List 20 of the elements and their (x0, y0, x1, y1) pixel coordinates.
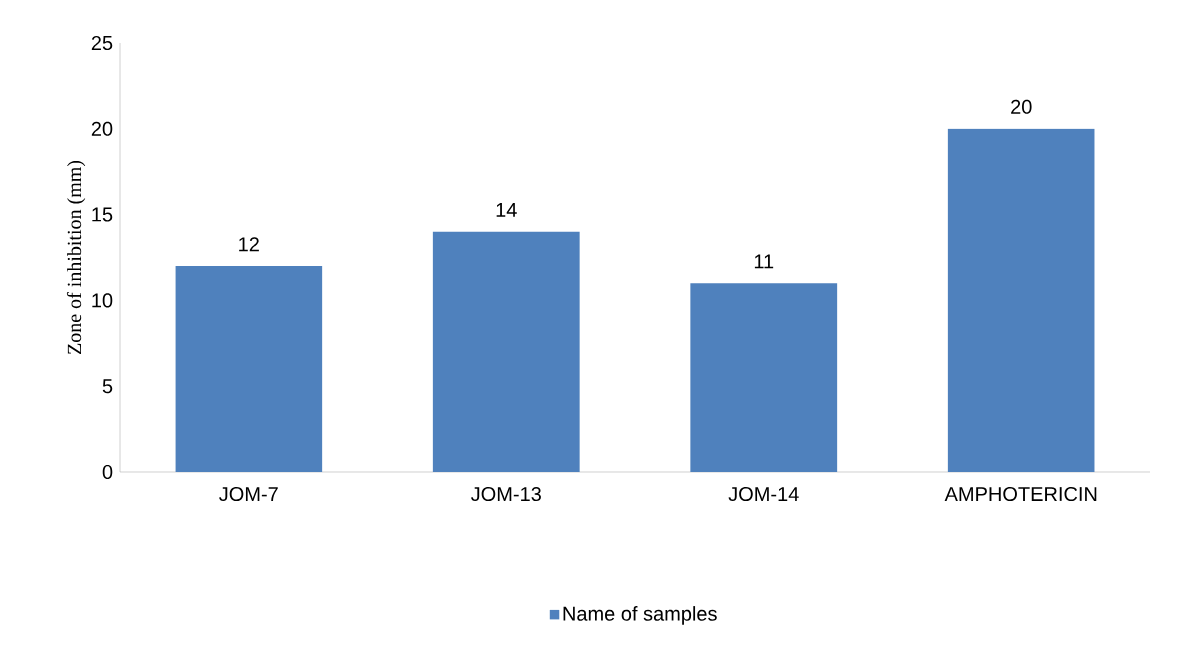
y-tick-label: 25 (91, 35, 113, 51)
y-axis-title: Zone of inhibition (mm) (66, 160, 86, 355)
data-label: 20 (1011, 99, 1032, 114)
data-label: 14 (496, 203, 517, 217)
x-tick-label: JOM-13 (471, 486, 541, 502)
x-tick-label: JOM-7 (219, 486, 278, 502)
x-tick-label: JOM-14 (728, 486, 799, 502)
bar (175, 266, 323, 472)
x-tick-label: AMPHOTERICIN (944, 486, 1097, 502)
bar (690, 283, 838, 472)
bar (947, 128, 1095, 472)
data-label: 11 (754, 254, 774, 269)
y-tick-label: 5 (102, 379, 113, 394)
bar (432, 231, 580, 472)
y-tick-label: 20 (91, 121, 113, 136)
legend-label: Name of samples (563, 606, 717, 625)
y-tick-label: 0 (102, 464, 113, 480)
y-tick-label: 15 (92, 207, 113, 222)
data-label: 12 (239, 237, 259, 252)
y-tick-label: 10 (92, 293, 113, 308)
